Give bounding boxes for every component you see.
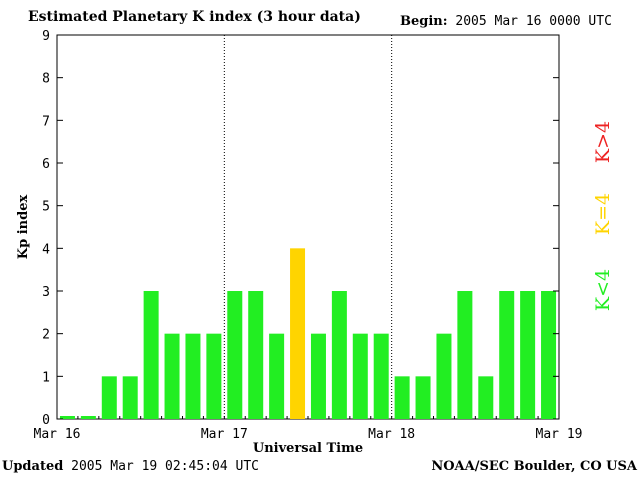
kp-bar — [352, 333, 368, 419]
kp-bar — [206, 333, 222, 419]
y-tick-label: 3 — [42, 285, 50, 300]
kp-bar — [143, 291, 159, 419]
x-tick-label: Mar 19 — [536, 427, 583, 442]
kp-bar — [520, 291, 536, 419]
plot-frame — [56, 34, 560, 420]
begin-value: 2005 Mar 16 0000 UTC — [455, 14, 612, 29]
x-tick-label: Mar 16 — [34, 427, 81, 442]
kp-bar — [310, 333, 326, 419]
kp-bar — [331, 291, 347, 419]
x-tick-label: Mar 17 — [201, 427, 248, 442]
kp-bar — [227, 291, 243, 419]
legend-item: K=4 — [592, 193, 614, 235]
kp-bar — [436, 333, 452, 419]
y-axis-label: Kp index — [16, 195, 31, 260]
kp-bar — [101, 376, 117, 419]
legend-item: K>4 — [592, 121, 614, 163]
kp-bar — [80, 416, 96, 419]
begin-label: Begin: — [400, 14, 448, 29]
kp-bar — [499, 291, 515, 419]
kp-bar — [457, 291, 473, 419]
kp-bar — [290, 248, 306, 419]
kp-bar — [122, 376, 138, 419]
chart-title: Estimated Planetary K index (3 hour data… — [28, 9, 361, 25]
kp-bar — [185, 333, 201, 419]
y-tick-label: 6 — [42, 157, 50, 172]
updated-value: 2005 Mar 19 02:45:04 UTC — [71, 459, 259, 474]
x-axis-label: Universal Time — [253, 441, 363, 456]
x-tick-label: Mar 18 — [368, 427, 415, 442]
kp-bar — [59, 416, 75, 419]
credit-text: NOAA/SEC Boulder, CO USA — [431, 459, 637, 474]
kp-bar — [164, 333, 180, 419]
y-tick-label: 9 — [42, 29, 50, 44]
y-tick-label: 0 — [42, 413, 50, 428]
kp-bar — [248, 291, 264, 419]
kp-bar — [541, 291, 557, 419]
kp-bar — [478, 376, 494, 419]
updated-info: Updated 2005 Mar 19 02:45:04 UTC — [2, 459, 259, 474]
updated-label: Updated — [2, 459, 64, 474]
kp-bar — [415, 376, 431, 419]
y-tick-label: 1 — [42, 370, 50, 385]
kp-bar — [269, 333, 285, 419]
y-tick-label: 5 — [42, 200, 50, 215]
y-tick-label: 8 — [42, 72, 50, 87]
legend-item: K<4 — [592, 269, 614, 311]
y-tick-label: 4 — [42, 242, 50, 257]
plot-area: 0 1 2 3 4 5 6 7 8 9 Mar 16 Mar 17 Mar 18 Mar 19 Univer… — [16, 29, 614, 456]
begin-info: Begin: 2005 Mar 16 0000 UTC — [400, 14, 612, 29]
y-tick-label: 7 — [42, 114, 50, 129]
y-tick-label: 2 — [42, 328, 50, 343]
kp-bar — [373, 333, 389, 419]
kp-bar — [394, 376, 410, 419]
